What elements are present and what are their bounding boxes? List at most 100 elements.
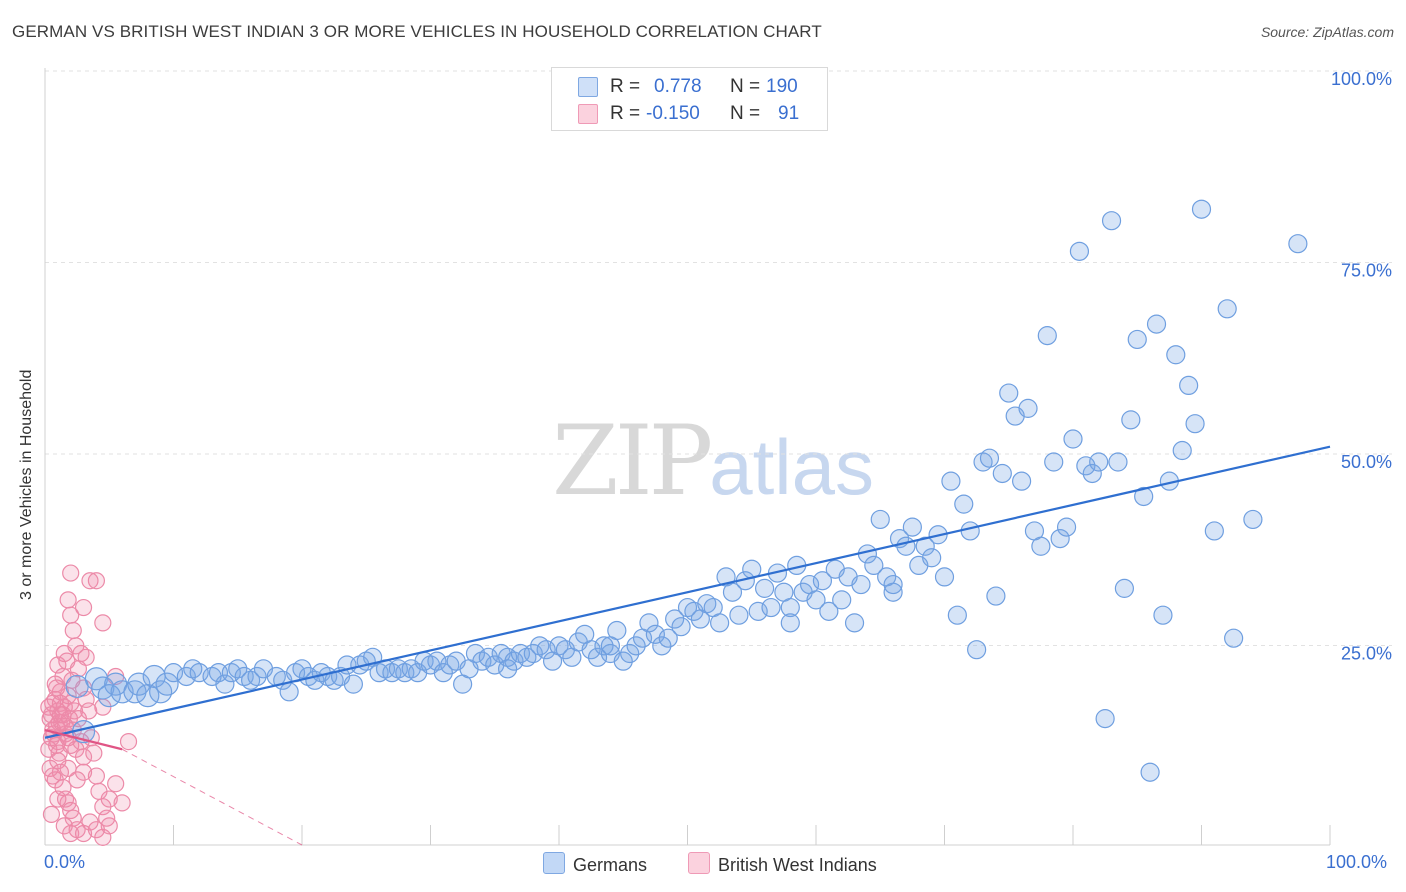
watermark: ZIPatlas: [552, 405, 874, 517]
germans-point: [844, 613, 865, 633]
germans-point: [896, 536, 916, 556]
germans-point: [999, 383, 1019, 403]
germans-point: [748, 601, 768, 621]
bwi-point: [87, 572, 106, 590]
germans-point: [1134, 486, 1154, 507]
germans-point: [639, 613, 659, 633]
germans-point: [1179, 375, 1199, 395]
germans-point: [883, 582, 903, 602]
bwi-point: [81, 572, 99, 590]
germans-point: [433, 663, 453, 683]
germans-point: [754, 578, 775, 598]
germans-point: [613, 651, 633, 671]
germans-point: [870, 509, 890, 530]
y-tick-label: 50.0%: [1341, 452, 1392, 472]
germans-point: [671, 617, 691, 637]
bwi-point: [100, 790, 118, 808]
bwi-point: [68, 771, 86, 789]
germans-point: [1172, 440, 1192, 461]
bwi-point: [85, 744, 103, 762]
germans-point: [292, 659, 312, 679]
legend-item-bwi[interactable]: British West Indians: [688, 852, 877, 876]
source-label: Source: ZipAtlas.com: [1260, 24, 1394, 40]
bwi-point: [113, 794, 131, 812]
germans-point: [1204, 521, 1224, 541]
bwi-point: [94, 614, 112, 632]
germans-point: [1140, 762, 1160, 782]
bwi-point: [64, 621, 82, 640]
germans-point: [992, 463, 1012, 484]
germans-legend-swatch: [543, 852, 565, 874]
germans-point: [722, 582, 743, 602]
n-value: 91: [778, 103, 800, 124]
germans-point: [498, 659, 518, 679]
bwi-point: [119, 732, 138, 751]
germans-point: [761, 597, 781, 618]
germans-point: [279, 682, 299, 702]
bwi-point: [74, 748, 93, 766]
germans-point: [189, 663, 209, 683]
germans-point: [149, 680, 173, 704]
bwi-point: [98, 809, 116, 827]
germans-point: [729, 605, 749, 625]
bwi-point: [62, 564, 80, 582]
bwi-point: [42, 805, 61, 823]
germans-point: [91, 676, 115, 700]
germans-point: [979, 448, 1000, 468]
r-value: 0.778: [654, 76, 702, 97]
germans-point: [465, 643, 486, 664]
bwi-point: [74, 598, 93, 617]
n-label: N =: [730, 76, 761, 97]
germans-point: [1063, 429, 1083, 449]
germans-point: [1031, 536, 1051, 556]
bwi-point: [47, 679, 66, 697]
germans-point: [136, 684, 160, 708]
r-label: R =: [610, 76, 641, 97]
germans-point: [806, 590, 826, 610]
germans-point: [1288, 234, 1308, 254]
germans-point: [594, 636, 614, 656]
stats-legend: R = 0.778 N = 190 R = -0.150 N = 91: [551, 67, 828, 131]
germans-point: [587, 647, 608, 667]
germans-point: [163, 663, 184, 683]
germans-point: [986, 586, 1006, 606]
r-label: R =: [610, 103, 641, 124]
germans-point: [478, 647, 498, 667]
germans-point: [652, 636, 672, 656]
germans-point: [247, 666, 267, 687]
germans-point: [1114, 578, 1135, 598]
n-value: 190: [766, 76, 798, 97]
germans-point: [967, 640, 987, 660]
germans-point: [832, 590, 852, 610]
germans-point: [812, 571, 833, 591]
germans-point: [780, 613, 800, 633]
germans-point: [947, 605, 967, 625]
germans-point: [504, 651, 524, 671]
germans-point: [155, 672, 179, 696]
germans-point: [1018, 398, 1038, 418]
germans-point: [1089, 452, 1109, 472]
bwi-swatch: [578, 104, 598, 124]
germans-point: [954, 494, 974, 514]
bwi-point: [107, 775, 125, 793]
germans-point: [176, 666, 196, 687]
germans-point: [1050, 528, 1070, 549]
watermark-zip: ZIP: [552, 405, 713, 517]
germans-point: [658, 628, 678, 648]
germans-point: [1217, 299, 1237, 319]
germans-point: [1127, 329, 1147, 350]
germans-swatch: [578, 77, 598, 97]
germans-point: [1037, 326, 1057, 346]
chart-title: GERMAN VS BRITISH WEST INDIAN 3 OR MORE …: [12, 22, 822, 41]
germans-legend-label: Germans: [573, 855, 648, 875]
y-tick-label: 75.0%: [1341, 261, 1392, 281]
watermark-atlas: atlas: [709, 423, 874, 511]
germans-point: [343, 674, 363, 694]
germans-point: [523, 643, 543, 664]
legend-item-germans[interactable]: Germans: [543, 852, 647, 876]
germans-point: [665, 609, 685, 629]
bwi-point: [59, 591, 77, 609]
bwi-trend-extension: [121, 748, 303, 846]
germans-point: [1082, 463, 1102, 484]
germans-trend-line: [44, 445, 1331, 739]
